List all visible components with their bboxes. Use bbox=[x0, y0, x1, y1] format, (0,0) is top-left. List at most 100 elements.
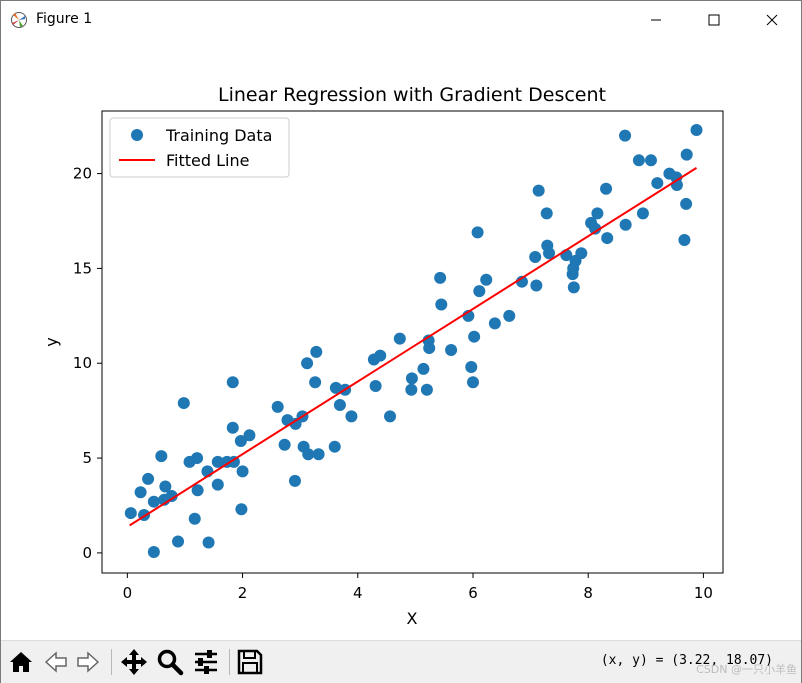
zoom-icon bbox=[157, 649, 184, 676]
legend-label-fitted-line: Fitted Line bbox=[166, 151, 249, 170]
x-tick-label: 2 bbox=[238, 584, 248, 602]
data-point bbox=[420, 383, 433, 396]
chart-title: Linear Regression with Gradient Descent bbox=[218, 84, 606, 106]
maximize-icon bbox=[708, 14, 720, 26]
x-tick-label: 8 bbox=[583, 584, 593, 602]
figure-canvas[interactable]: Linear Regression with Gradient Descent … bbox=[2, 39, 800, 639]
data-point bbox=[310, 345, 323, 358]
data-point bbox=[417, 362, 430, 375]
data-point bbox=[690, 123, 703, 136]
data-point bbox=[543, 247, 556, 260]
save-button[interactable] bbox=[235, 647, 265, 677]
window-title: Figure 1 bbox=[36, 11, 93, 27]
maximize-button[interactable] bbox=[685, 1, 743, 39]
data-point bbox=[234, 435, 247, 447]
x-axis: 0 2 4 6 8 10 bbox=[123, 573, 713, 602]
legend-label-training-data: Training Data bbox=[165, 126, 272, 145]
data-point bbox=[434, 271, 447, 284]
cursor-coordinates: (x, y) = (3.22, 18.07) bbox=[600, 653, 773, 668]
data-point bbox=[632, 154, 645, 167]
pan-button[interactable] bbox=[119, 647, 149, 677]
toolbar-separator bbox=[111, 649, 112, 675]
matplotlib-icon bbox=[10, 11, 28, 29]
data-point bbox=[591, 207, 604, 220]
data-point bbox=[159, 480, 172, 493]
minimize-icon bbox=[651, 19, 661, 21]
data-point bbox=[532, 184, 545, 197]
data-point bbox=[211, 455, 224, 468]
data-point bbox=[575, 247, 588, 260]
data-point bbox=[278, 438, 291, 451]
data-point bbox=[165, 490, 178, 502]
title-bar[interactable]: Figure 1 bbox=[1, 1, 801, 39]
data-point bbox=[567, 281, 580, 294]
data-point bbox=[384, 410, 397, 423]
chart: Linear Regression with Gradient Descent … bbox=[42, 84, 724, 628]
y-axis: 0 5 10 15 20 bbox=[73, 165, 102, 562]
data-point bbox=[468, 330, 481, 343]
training-data-series bbox=[124, 123, 703, 558]
configure-subplots-button[interactable] bbox=[191, 647, 221, 677]
fitted-line-series bbox=[129, 167, 698, 527]
data-point bbox=[374, 349, 387, 362]
close-button[interactable] bbox=[743, 1, 801, 39]
data-point bbox=[288, 474, 301, 487]
data-point bbox=[405, 383, 418, 396]
y-tick-label: 15 bbox=[73, 259, 92, 277]
data-point bbox=[678, 233, 691, 246]
home-button[interactable] bbox=[6, 647, 36, 677]
close-icon bbox=[766, 14, 778, 26]
save-icon bbox=[237, 649, 263, 675]
y-tick-label: 0 bbox=[82, 544, 92, 562]
legend-box bbox=[109, 117, 290, 178]
y-tick-label: 20 bbox=[73, 165, 92, 183]
data-point bbox=[435, 298, 448, 311]
data-point bbox=[651, 177, 664, 190]
data-point bbox=[312, 448, 325, 461]
data-point bbox=[172, 535, 185, 548]
data-point bbox=[211, 478, 224, 491]
data-point bbox=[188, 512, 201, 525]
watermark: CSDN @一只小羊鱼 bbox=[696, 663, 797, 676]
data-point bbox=[147, 545, 160, 558]
fitted-line bbox=[129, 167, 698, 527]
data-point bbox=[369, 380, 382, 392]
x-tick-label: 0 bbox=[123, 584, 133, 602]
pan-icon bbox=[121, 649, 147, 675]
data-point bbox=[619, 218, 632, 231]
data-point bbox=[589, 222, 602, 235]
data-point bbox=[236, 465, 249, 478]
data-point bbox=[540, 207, 553, 220]
data-point bbox=[619, 129, 632, 142]
toolbar-separator bbox=[229, 649, 230, 675]
data-point bbox=[600, 182, 613, 195]
data-point bbox=[309, 376, 322, 389]
data-point bbox=[445, 343, 458, 356]
data-point bbox=[473, 285, 486, 298]
x-tick-label: 10 bbox=[694, 584, 713, 602]
data-point bbox=[202, 536, 215, 549]
legend: Training Data Fitted Line bbox=[109, 117, 290, 178]
data-point bbox=[515, 275, 528, 288]
data-point bbox=[333, 398, 346, 411]
plot-area bbox=[101, 110, 724, 574]
data-point bbox=[235, 503, 248, 516]
data-point bbox=[345, 410, 358, 423]
data-point bbox=[601, 232, 614, 245]
data-point bbox=[503, 309, 516, 322]
forward-button[interactable] bbox=[73, 647, 103, 677]
data-point bbox=[142, 472, 155, 485]
zoom-button[interactable] bbox=[155, 647, 185, 677]
minimize-button[interactable] bbox=[627, 1, 685, 39]
data-point bbox=[423, 342, 436, 355]
data-point bbox=[488, 317, 501, 330]
data-point bbox=[680, 148, 693, 161]
data-point bbox=[155, 450, 168, 463]
data-point bbox=[636, 207, 649, 220]
data-point bbox=[301, 357, 314, 370]
back-button[interactable] bbox=[41, 647, 71, 677]
data-point bbox=[289, 417, 302, 430]
data-point bbox=[480, 273, 493, 286]
data-point bbox=[466, 376, 479, 389]
data-point bbox=[393, 332, 406, 345]
